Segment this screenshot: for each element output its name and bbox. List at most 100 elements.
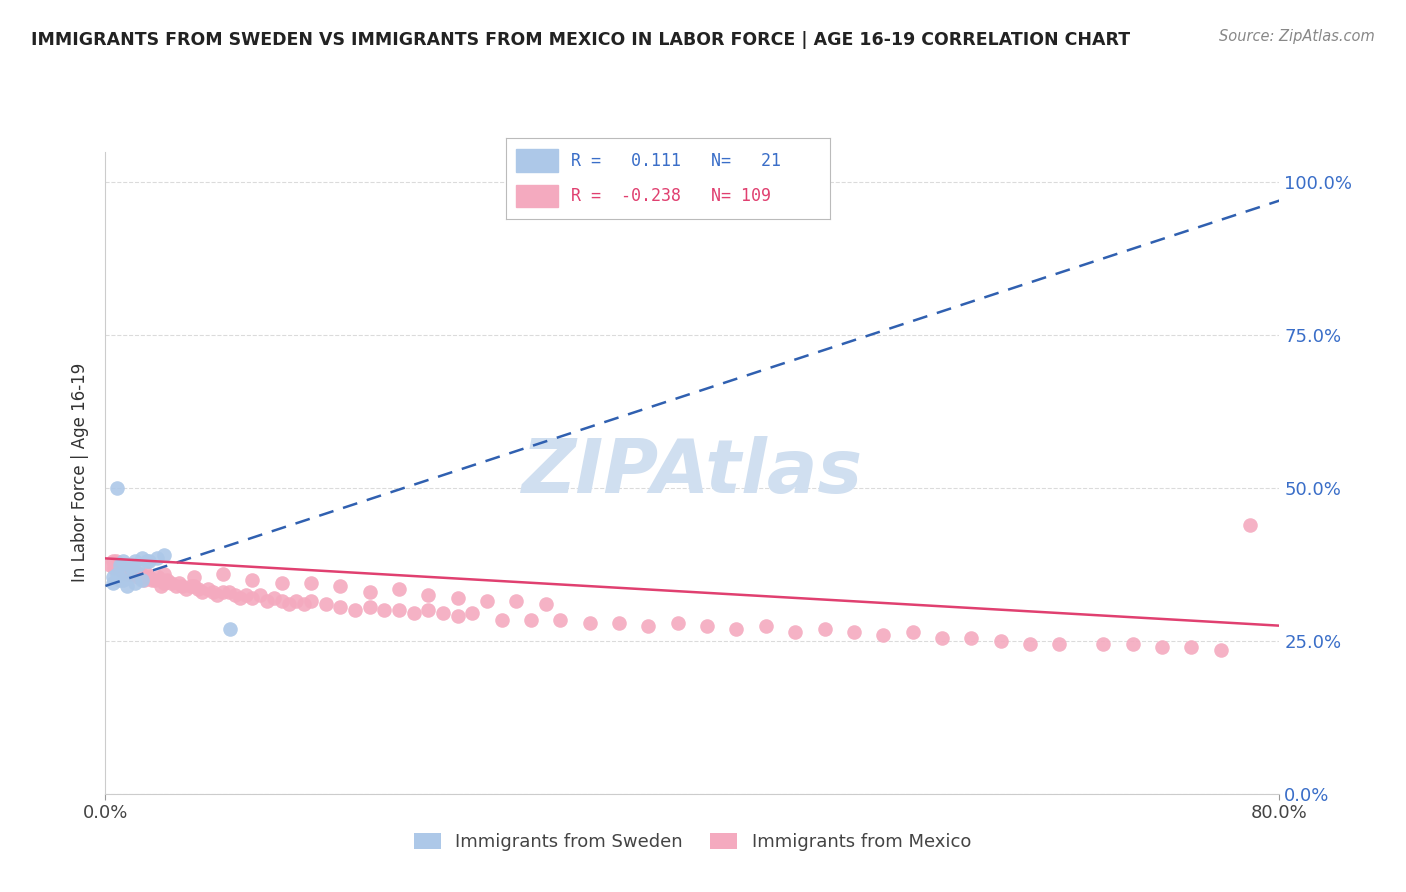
Point — [98, 558, 121, 572]
Point — [1122, 637, 1144, 651]
Point — [117, 560, 139, 574]
Point — [219, 622, 242, 636]
Point — [446, 591, 468, 606]
Bar — [516, 150, 558, 172]
Point — [167, 575, 190, 590]
Point — [127, 558, 149, 572]
Point — [256, 594, 278, 608]
Point — [120, 566, 142, 581]
Point — [329, 600, 352, 615]
Point — [148, 570, 170, 584]
Point — [1180, 640, 1202, 654]
Point — [108, 573, 131, 587]
Point — [115, 566, 138, 581]
Point — [461, 607, 484, 621]
Point — [141, 573, 163, 587]
Point — [1092, 637, 1115, 651]
Point — [534, 597, 557, 611]
Point — [112, 573, 135, 587]
Point — [128, 566, 150, 581]
Point — [299, 594, 322, 608]
Point — [131, 573, 153, 587]
Point — [103, 560, 125, 574]
Point — [160, 575, 183, 590]
Point — [191, 585, 214, 599]
Point — [931, 631, 953, 645]
Point — [229, 591, 252, 606]
Bar — [516, 185, 558, 207]
Point — [105, 566, 128, 581]
Point — [607, 615, 630, 630]
Point — [170, 579, 193, 593]
Point — [224, 588, 246, 602]
Point — [132, 573, 155, 587]
Point — [153, 566, 176, 581]
Point — [263, 591, 285, 606]
Point — [104, 554, 127, 568]
Point — [187, 582, 209, 596]
Point — [696, 618, 718, 632]
Point — [134, 570, 156, 584]
Point — [138, 554, 160, 568]
Point — [432, 607, 454, 621]
Point — [135, 566, 157, 581]
Point — [666, 615, 689, 630]
Point — [1150, 640, 1173, 654]
Point — [359, 585, 381, 599]
Point — [107, 560, 129, 574]
Text: Source: ZipAtlas.com: Source: ZipAtlas.com — [1219, 29, 1375, 44]
Point — [165, 579, 187, 593]
Point — [343, 603, 366, 617]
Point — [578, 615, 600, 630]
Point — [121, 564, 143, 578]
Point — [292, 597, 315, 611]
Point — [277, 597, 299, 611]
Point — [138, 570, 160, 584]
Point — [475, 594, 498, 608]
Point — [150, 579, 173, 593]
Point — [105, 481, 128, 495]
Point — [127, 570, 149, 584]
Point — [205, 588, 228, 602]
Point — [201, 585, 224, 599]
Point — [118, 564, 141, 578]
Point — [183, 570, 205, 584]
Point — [299, 575, 322, 590]
Point — [124, 554, 146, 568]
Point — [114, 560, 136, 574]
Point — [143, 573, 166, 587]
Legend: Immigrants from Sweden, Immigrants from Mexico: Immigrants from Sweden, Immigrants from … — [406, 826, 979, 859]
Point — [270, 594, 292, 608]
Point — [135, 554, 157, 568]
Point — [211, 585, 233, 599]
Point — [125, 566, 148, 581]
Point — [813, 622, 835, 636]
Point — [872, 628, 894, 642]
Point — [785, 624, 807, 639]
Point — [249, 588, 271, 602]
Point — [156, 573, 179, 587]
Point — [108, 558, 131, 572]
Point — [402, 607, 425, 621]
Point — [1209, 643, 1232, 657]
Point — [1019, 637, 1042, 651]
Point — [105, 558, 128, 572]
Point — [418, 588, 440, 602]
Point — [315, 597, 337, 611]
Point — [418, 603, 440, 617]
Point — [211, 566, 233, 581]
Point — [124, 575, 146, 590]
Point — [108, 558, 131, 572]
Point — [146, 551, 169, 566]
Point — [235, 588, 257, 602]
Point — [901, 624, 924, 639]
Point — [637, 618, 659, 632]
Point — [101, 570, 124, 584]
Point — [124, 564, 146, 578]
Point — [842, 624, 865, 639]
Point — [960, 631, 983, 645]
Point — [359, 600, 381, 615]
Point — [110, 564, 132, 578]
Text: IMMIGRANTS FROM SWEDEN VS IMMIGRANTS FROM MEXICO IN LABOR FORCE | AGE 16-19 CORR: IMMIGRANTS FROM SWEDEN VS IMMIGRANTS FRO… — [31, 31, 1130, 49]
Point — [153, 549, 176, 563]
